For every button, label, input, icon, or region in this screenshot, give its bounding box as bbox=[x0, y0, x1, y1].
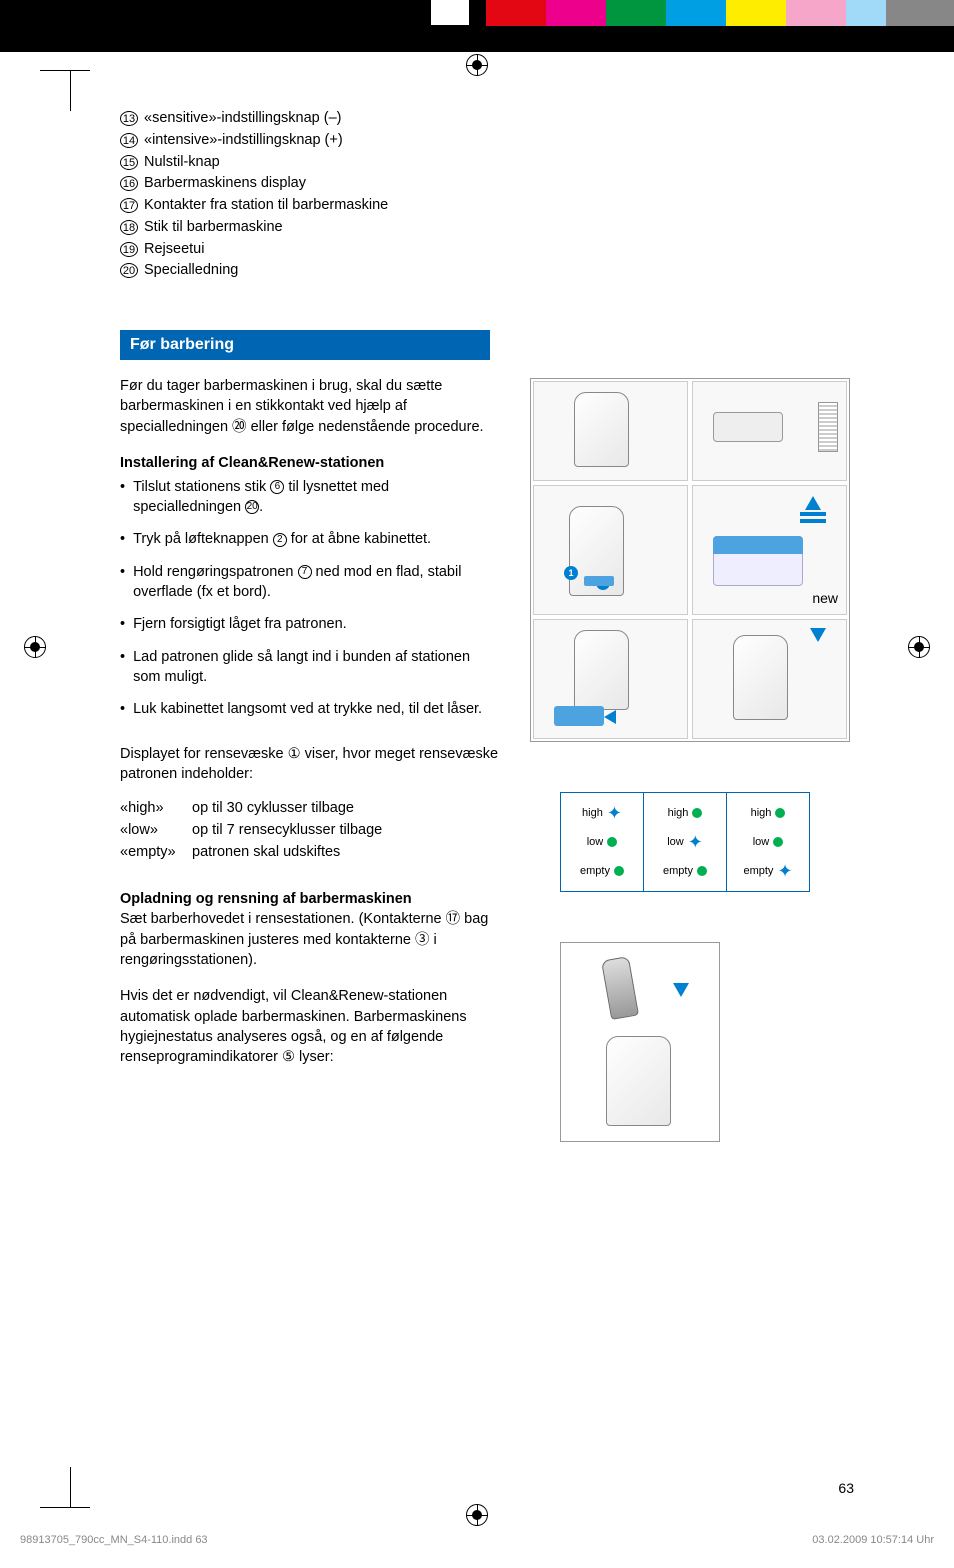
diagram-close-lid bbox=[692, 619, 847, 739]
level-definitions: «high»op til 30 cyklusser tilbage«low»op… bbox=[120, 798, 500, 863]
page-number: 63 bbox=[838, 1480, 854, 1496]
print-color-bar bbox=[0, 0, 954, 52]
footer-filename: 98913705_790cc_MN_S4-110.indd 63 bbox=[20, 1534, 208, 1546]
diagram-power-plug bbox=[692, 381, 847, 481]
subheading-install: Installering af Clean&Renew-stationen bbox=[120, 455, 500, 471]
section-header: Før barbering bbox=[120, 330, 490, 360]
bullet-item: •Hold rengøringspatronen 7 ned mod en fl… bbox=[120, 562, 500, 603]
registration-mark bbox=[466, 1504, 488, 1526]
footer-timestamp: 03.02.2009 10:57:14 Uhr bbox=[812, 1534, 934, 1546]
bullet-item: •Lad patronen glide så langt ind i bunde… bbox=[120, 647, 500, 688]
charge-paragraph-1: Sæt barberhovedet i rensestationen. (Kon… bbox=[120, 909, 500, 970]
intro-paragraph: Før du tager barbermaskinen i brug, skal… bbox=[120, 376, 500, 437]
definition-row: «low»op til 7 rensecyklusser tilbage bbox=[120, 820, 500, 842]
parts-list-item: 17Kontakter fra station til barbermaskin… bbox=[120, 195, 500, 217]
definition-row: «high»op til 30 cyklusser tilbage bbox=[120, 798, 500, 820]
diagram-lift-button: 1 2 bbox=[533, 485, 688, 615]
charge-paragraph-2: Hvis det er nødvendigt, vil Clean&Renew-… bbox=[120, 986, 500, 1067]
parts-list-item: 18Stik til barbermaskine bbox=[120, 217, 500, 239]
crop-mark bbox=[40, 1458, 90, 1508]
crop-mark bbox=[40, 70, 90, 120]
level-column: highlowempty✦ bbox=[726, 793, 809, 891]
bullet-item: •Fjern forsigtigt låget fra patronen. bbox=[120, 614, 500, 634]
bullet-item: •Tilslut stationens stik 6 til lysnettet… bbox=[120, 477, 500, 518]
numbered-parts-list: 13«sensitive»-indstillingsknap (–)14«int… bbox=[120, 108, 500, 282]
registration-mark bbox=[908, 636, 930, 658]
diagram-insert-cartridge bbox=[533, 619, 688, 739]
diagram-cartridge-new: new bbox=[692, 485, 847, 615]
bullet-item: •Luk kabinettet langsomt ved at trykke n… bbox=[120, 699, 500, 719]
new-label: new bbox=[812, 590, 838, 606]
diagram-station-front bbox=[533, 381, 688, 481]
parts-list-item: 19Rejseetui bbox=[120, 239, 500, 261]
parts-list-item: 14«intensive»-indstillingsknap (+) bbox=[120, 130, 500, 152]
definition-row: «empty»patronen skal udskiftes bbox=[120, 842, 500, 864]
install-diagram: 1 2 new bbox=[530, 378, 850, 742]
shaver-in-station-diagram bbox=[560, 942, 720, 1142]
level-column: high✦lowempty bbox=[561, 793, 643, 891]
level-indicator-diagram: high✦lowemptyhighlow✦emptyhighlowempty✦ bbox=[560, 792, 810, 892]
registration-mark bbox=[24, 636, 46, 658]
install-bullet-list: •Tilslut stationens stik 6 til lysnettet… bbox=[120, 477, 500, 720]
parts-list-item: 15Nulstil-knap bbox=[120, 152, 500, 174]
parts-list-item: 16Barbermaskinens display bbox=[120, 173, 500, 195]
parts-list-item: 13«sensitive»-indstillingsknap (–) bbox=[120, 108, 500, 130]
parts-list-item: 20Specialledning bbox=[120, 260, 500, 282]
subheading-charge: Opladning og rensning af barbermaskinen bbox=[120, 891, 500, 907]
display-paragraph: Displayet for rensevæske ① viser, hvor m… bbox=[120, 744, 500, 785]
level-column: highlow✦empty bbox=[643, 793, 726, 891]
callout-1: 1 bbox=[564, 566, 578, 580]
registration-mark bbox=[466, 54, 488, 76]
bullet-item: •Tryk på løfteknappen 2 for at åbne kabi… bbox=[120, 529, 500, 549]
